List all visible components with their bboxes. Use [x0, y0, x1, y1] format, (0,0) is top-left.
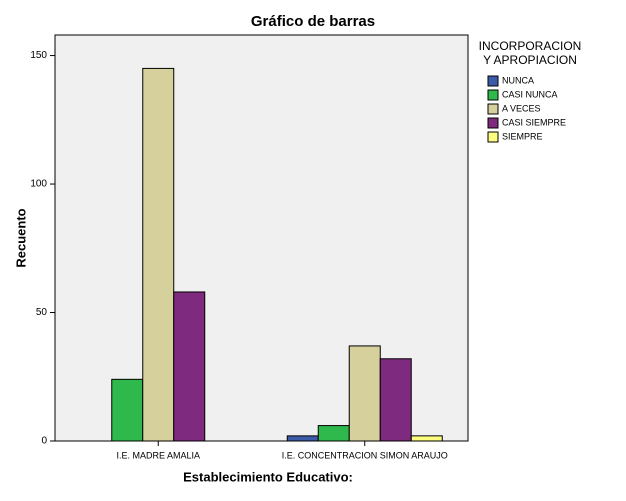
x-tick-label: I.E. CONCENTRACION SIMON ARAUJO	[282, 450, 448, 460]
bar	[410, 435, 443, 442]
legend-label: SIEMPRE	[502, 131, 543, 141]
bar	[142, 67, 175, 442]
legend-title: INCORPORACION	[479, 39, 582, 53]
bar	[173, 291, 206, 442]
bar	[286, 435, 319, 442]
bar	[348, 345, 381, 442]
x-axis-label: Establecimiento Educativo:	[183, 469, 353, 484]
bar	[379, 358, 412, 442]
legend-swatch	[487, 89, 499, 101]
legend-swatch	[487, 131, 499, 143]
y-tick-label: 0	[41, 436, 47, 447]
x-tick-label: I.E. MADRE AMALIA	[116, 450, 200, 460]
legend-swatch	[487, 75, 499, 87]
legend-label: CASI SIEMPRE	[502, 117, 566, 127]
legend-swatch	[487, 117, 499, 129]
legend-label: CASI NUNCA	[502, 89, 558, 99]
bar	[317, 425, 350, 442]
legend-label: A VECES	[502, 103, 541, 113]
legend-label: NUNCA	[502, 75, 534, 85]
chart-title: Gráfico de barras	[251, 13, 375, 30]
legend-title: Y APROPIACION	[483, 53, 577, 67]
bar	[111, 378, 144, 442]
y-axis-label: Recuento	[13, 208, 28, 267]
legend-swatch	[487, 103, 499, 115]
y-tick-label: 100	[30, 179, 47, 190]
y-tick-label: 150	[30, 50, 47, 61]
y-tick-label: 50	[36, 307, 48, 318]
